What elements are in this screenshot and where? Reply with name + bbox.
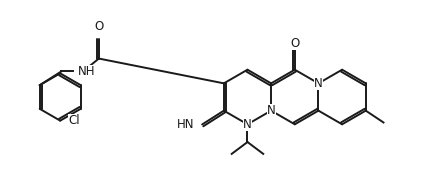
Text: NH: NH — [78, 65, 96, 78]
Text: N: N — [314, 77, 323, 90]
Text: HN: HN — [177, 118, 194, 131]
Text: N: N — [243, 118, 252, 131]
Text: O: O — [290, 37, 299, 50]
Text: Cl: Cl — [68, 114, 80, 127]
Text: N: N — [267, 104, 276, 117]
Text: O: O — [94, 20, 103, 33]
